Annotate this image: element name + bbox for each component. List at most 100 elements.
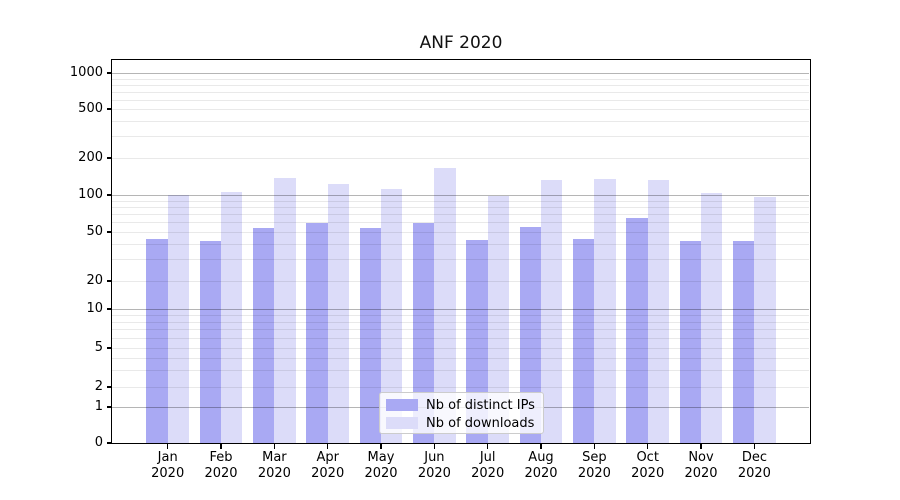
x-tick-label: Feb 2020 xyxy=(204,450,238,481)
bar-nb-of-downloads-9 xyxy=(647,180,669,443)
y-gridline-minor xyxy=(112,78,809,80)
y-gridline-minor xyxy=(112,206,809,208)
x-tick-label: Jul 2020 xyxy=(471,450,505,481)
x-tick-label: Dec 2020 xyxy=(737,450,771,481)
bar-nb-of-distinct-ips-10 xyxy=(679,241,701,443)
y-gridline-minor xyxy=(112,84,809,86)
y-tick-label: 5 xyxy=(94,340,103,355)
bar-nb-of-downloads-4 xyxy=(381,188,403,443)
y-gridline-minor xyxy=(112,232,809,233)
bar-nb-of-distinct-ips-0 xyxy=(146,238,168,443)
y-gridline-minor xyxy=(112,136,809,138)
y-gridline-minor xyxy=(112,387,809,388)
bar-nb-of-distinct-ips-1 xyxy=(199,241,221,443)
y-gridline-minor xyxy=(112,314,809,316)
y-gridline-minor xyxy=(112,259,809,261)
legend-swatch-distinct-ips xyxy=(386,399,418,411)
y-tick-label: 50 xyxy=(86,224,103,239)
y-tick-label: 200 xyxy=(78,150,103,165)
y-tick-mark xyxy=(107,231,112,233)
x-tick-mark xyxy=(433,444,435,449)
y-tick-mark xyxy=(107,406,112,408)
y-gridline-minor xyxy=(112,99,809,101)
y-gridline-minor xyxy=(112,214,809,215)
bar-nb-of-distinct-ips-8 xyxy=(573,238,595,443)
x-tick-mark xyxy=(753,444,755,449)
bar-nb-of-downloads-8 xyxy=(594,178,616,443)
y-gridline-minor xyxy=(112,329,809,331)
bar-nb-of-distinct-ips-2 xyxy=(253,227,275,443)
bar-nb-of-downloads-7 xyxy=(541,180,563,443)
y-tick-label: 2 xyxy=(94,379,103,394)
y-tick-label: 100 xyxy=(78,187,103,202)
chart-title: ANF 2020 xyxy=(419,33,503,53)
x-tick-label: Sep 2020 xyxy=(577,450,611,481)
x-tick-label: May 2020 xyxy=(364,450,398,481)
y-gridline-minor xyxy=(112,200,809,202)
y-gridline-minor xyxy=(112,109,809,110)
y-tick-label: 500 xyxy=(78,101,103,116)
x-tick-mark xyxy=(540,444,542,449)
x-tick-mark xyxy=(593,444,595,449)
x-tick-label: Oct 2020 xyxy=(631,450,665,481)
bar-nb-of-distinct-ips-3 xyxy=(306,223,328,443)
y-gridline-minor xyxy=(112,120,809,122)
y-tick-mark xyxy=(107,157,112,159)
bar-nb-of-downloads-6 xyxy=(487,195,509,443)
legend-label-distinct-ips: Nb of distinct IPs xyxy=(426,397,535,413)
y-tick-mark xyxy=(107,280,112,282)
bar-nb-of-downloads-11 xyxy=(754,196,776,443)
x-tick-mark xyxy=(487,444,489,449)
y-gridline-major xyxy=(112,195,809,196)
x-tick-label: Mar 2020 xyxy=(257,450,291,481)
y-gridline-major xyxy=(112,73,809,74)
y-gridline-minor xyxy=(112,357,809,359)
legend-label-downloads: Nb of downloads xyxy=(426,415,535,431)
y-gridline-minor xyxy=(112,281,809,282)
y-tick-label: 20 xyxy=(86,273,103,288)
x-tick-label: Aug 2020 xyxy=(524,450,558,481)
x-tick-mark xyxy=(647,444,649,449)
y-gridline-minor xyxy=(112,337,809,339)
legend: Nb of distinct IPs Nb of downloads xyxy=(379,392,544,434)
y-tick-label: 1000 xyxy=(69,65,103,80)
y-tick-mark xyxy=(107,386,112,388)
y-tick-mark xyxy=(107,442,112,444)
bar-nb-of-distinct-ips-7 xyxy=(519,226,541,443)
x-tick-label: Jan 2020 xyxy=(151,450,185,481)
bar-nb-of-downloads-5 xyxy=(434,168,456,443)
y-tick-label: 1 xyxy=(94,399,103,414)
y-gridline-minor xyxy=(112,321,809,323)
bar-nb-of-downloads-2 xyxy=(274,177,296,443)
x-tick-mark xyxy=(327,444,329,449)
legend-swatch-downloads xyxy=(386,417,418,429)
y-tick-mark xyxy=(107,308,112,310)
x-tick-label: Jun 2020 xyxy=(417,450,451,481)
x-tick-mark xyxy=(220,444,222,449)
x-tick-mark xyxy=(700,444,702,449)
y-gridline-minor xyxy=(112,91,809,93)
y-gridline-major xyxy=(112,309,809,310)
x-tick-mark xyxy=(380,444,382,449)
y-gridline-minor xyxy=(112,222,809,224)
bar-nb-of-downloads-3 xyxy=(327,183,349,443)
x-tick-mark xyxy=(273,444,275,449)
x-tick-label: Apr 2020 xyxy=(311,450,345,481)
y-tick-mark xyxy=(107,72,112,74)
bar-nb-of-distinct-ips-11 xyxy=(733,241,755,443)
y-gridline-minor xyxy=(112,243,809,245)
bar-nb-of-downloads-0 xyxy=(167,194,189,443)
bar-nb-of-downloads-1 xyxy=(221,191,243,443)
bar-nb-of-distinct-ips-5 xyxy=(413,223,435,443)
legend-row-distinct-ips: Nb of distinct IPs xyxy=(386,396,543,414)
legend-row-downloads: Nb of downloads xyxy=(386,414,543,432)
y-tick-mark xyxy=(107,108,112,110)
y-gridline-minor xyxy=(112,348,809,349)
y-tick-mark xyxy=(107,194,112,196)
y-tick-label: 0 xyxy=(94,435,103,450)
y-gridline-minor xyxy=(112,158,809,159)
